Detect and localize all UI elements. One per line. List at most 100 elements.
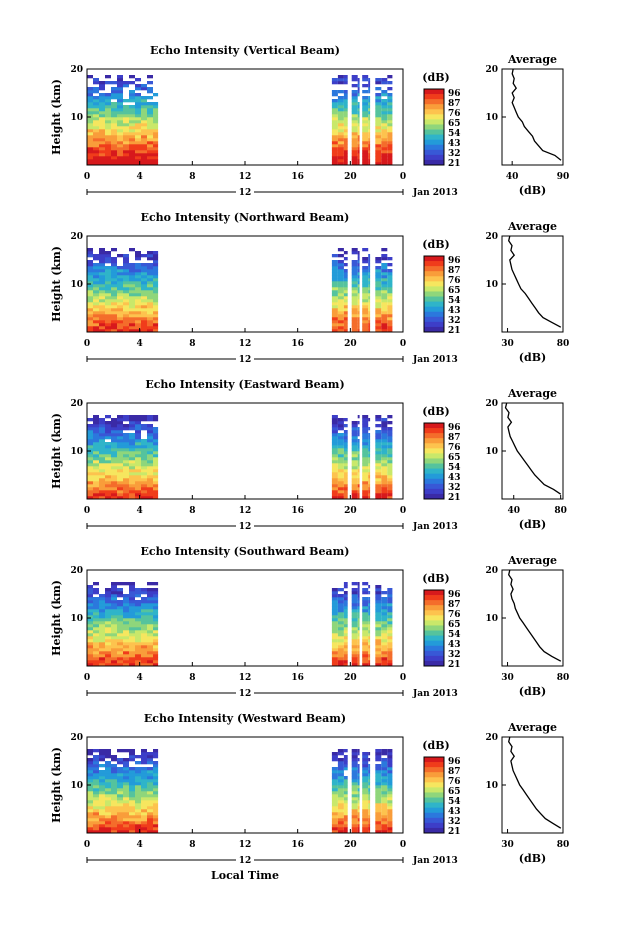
heatmap-cell — [343, 287, 348, 291]
heatmap-cell — [105, 490, 111, 494]
heatmap-cell — [93, 606, 99, 610]
heatmap-cell — [337, 138, 344, 142]
heatmap-cell — [141, 466, 147, 470]
heatmap-cell — [331, 427, 338, 431]
heatmap-cell — [343, 767, 348, 771]
heatmap-cell — [351, 618, 358, 622]
heatmap-cell — [147, 755, 153, 759]
heatmap-cell — [99, 448, 105, 452]
heatmap-cell — [387, 639, 393, 643]
heatmap-cell — [153, 460, 159, 464]
heatmap-cell — [368, 260, 371, 264]
colorbar-swatch — [424, 311, 444, 318]
heatmap-cell — [93, 618, 99, 622]
heatmap-cell — [105, 785, 111, 789]
heatmap-cell — [117, 445, 123, 449]
heatmap-cell — [351, 117, 358, 121]
heatmap-cell — [111, 773, 117, 777]
heatmap-cell — [117, 496, 123, 500]
heatmap-cell — [111, 281, 117, 285]
heatmap-cell — [337, 102, 344, 106]
heatmap-cell — [93, 803, 99, 807]
heatmap-cell — [331, 135, 338, 139]
heatmap-cell — [387, 123, 393, 127]
heatmap-cell — [105, 827, 111, 831]
heatmap-cell — [362, 773, 369, 777]
heatmap-cell — [87, 457, 93, 461]
heatmap-cell — [93, 105, 99, 109]
heatmap-cell — [93, 657, 99, 661]
heatmap-cell — [123, 776, 129, 780]
heatmap-cell — [362, 621, 369, 625]
heatmap-cell — [351, 123, 358, 127]
heatmap-cell — [87, 329, 93, 333]
heatmap-cell — [129, 421, 135, 425]
heatmap-cell — [331, 305, 338, 309]
heatmap-cell — [362, 803, 369, 807]
heatmap-cell — [337, 445, 344, 449]
heatmap-cell — [141, 752, 147, 756]
heatmap-cell — [105, 156, 111, 160]
y-axis-label: Height (km) — [50, 246, 63, 322]
heatmap-cell — [99, 326, 105, 330]
heatmap-cell — [381, 311, 388, 315]
heatmap-cell — [381, 418, 388, 422]
heatmap-cell — [362, 454, 369, 458]
profile-x-tick-label: 30 — [501, 673, 514, 683]
heatmap-cell — [357, 430, 360, 434]
heatmap-cell — [331, 809, 338, 813]
heatmap-cell — [381, 254, 388, 258]
heatmap-cell — [141, 606, 147, 610]
heatmap-cell — [117, 99, 123, 103]
heatmap-cell — [111, 767, 117, 771]
heatmap-cell — [368, 821, 371, 825]
heatmap-cell — [337, 308, 344, 312]
heatmap-cell — [147, 111, 153, 115]
heatmap-cell — [87, 776, 93, 780]
heatmap-cell — [351, 600, 358, 604]
colorbar-swatch — [424, 256, 444, 262]
heatmap-cell — [105, 648, 111, 652]
heatmap-cell — [343, 615, 348, 619]
heatmap-cell — [343, 758, 348, 762]
heatmap-cell — [105, 320, 111, 324]
heatmap-cell — [141, 639, 147, 643]
heatmap-cell — [362, 821, 369, 825]
heatmap-cell — [141, 299, 147, 303]
heatmap-cell — [343, 153, 348, 157]
heatmap-cell — [93, 296, 99, 300]
heatmap-cell — [135, 263, 141, 267]
heatmap-cell — [375, 594, 382, 598]
heatmap-cell — [129, 150, 135, 154]
heatmap-cell — [93, 439, 99, 443]
date-label: Jan 2013 — [412, 188, 458, 198]
heatmap-cell — [362, 797, 369, 801]
heatmap-cell — [87, 293, 93, 297]
heatmap-cell — [111, 585, 117, 589]
heatmap-cell — [147, 269, 153, 273]
heatmap-cell — [331, 302, 338, 306]
heatmap-cell — [351, 96, 358, 100]
heatmap-cell — [147, 81, 153, 85]
colorbar-swatch — [424, 605, 444, 611]
heatmap-cell — [135, 126, 141, 130]
heatmap-cell — [99, 138, 105, 142]
heatmap-cell — [387, 317, 393, 321]
heatmap-cell — [337, 284, 344, 288]
heatmap-cell — [129, 120, 135, 124]
heatmap-cell — [99, 594, 105, 598]
heatmap-cell — [123, 314, 129, 318]
heatmap-cell — [153, 305, 159, 309]
heatmap-cell — [87, 493, 93, 497]
heatmap-cell — [343, 132, 348, 136]
heatmap-cell — [123, 773, 129, 777]
heatmap-cell — [111, 102, 117, 106]
heatmap-cell — [129, 490, 135, 494]
heatmap-cell — [129, 299, 135, 303]
heatmap-cell — [117, 788, 123, 792]
heatmap-cell — [123, 132, 129, 136]
heatmap-cell — [147, 806, 153, 810]
heatmap-cell — [343, 496, 348, 500]
heatmap-cell — [362, 415, 369, 419]
heatmap-cell — [147, 663, 153, 667]
